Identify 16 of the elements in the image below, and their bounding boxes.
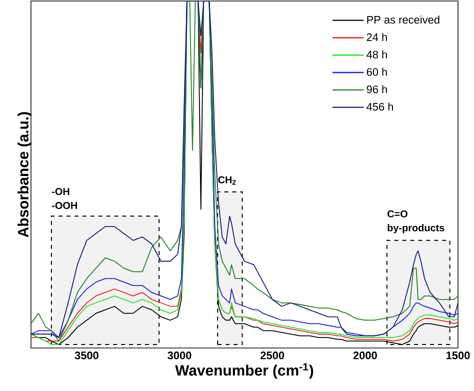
x-tick-label: 1500 bbox=[446, 352, 470, 360]
band-label: C=O by-products bbox=[388, 210, 444, 234]
legend-label: PP as received bbox=[367, 16, 440, 24]
x-axis-title: Wavenumber (cm$^{-1}$) bbox=[175, 363, 314, 379]
x-tick-label: 2000 bbox=[353, 352, 377, 360]
x-tick-label: 3000 bbox=[168, 352, 192, 360]
x-tick-label: 2500 bbox=[260, 352, 284, 360]
x-tick-label: 3500 bbox=[74, 352, 98, 360]
band-label: CH$_{2}$ bbox=[218, 176, 236, 185]
legend-label: 96 h bbox=[366, 85, 387, 94]
legend-label: 24 h bbox=[366, 33, 387, 41]
legend-label: 48 h bbox=[366, 50, 387, 58]
band-label: -OH -OOH bbox=[52, 188, 77, 209]
legend-label: 60 h bbox=[366, 68, 387, 76]
y-axis-title: Absorbance (a.u.) bbox=[18, 112, 32, 238]
legend-label: 456 h bbox=[366, 102, 393, 111]
